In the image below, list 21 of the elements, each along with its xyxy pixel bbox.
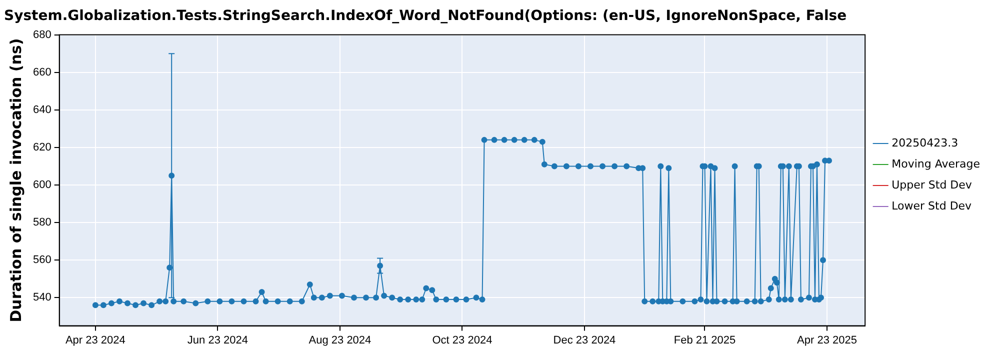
y-tick-label: 560 — [32, 254, 52, 266]
y-tick-label: 640 — [32, 104, 52, 116]
x-tick-label: Aug 23 2024 — [308, 334, 372, 346]
x-tick-label: Apr 23 2024 — [65, 334, 126, 346]
x-tick-label: Oct 23 2024 — [432, 334, 492, 346]
x-tick-label: Jun 23 2024 — [187, 334, 248, 346]
y-tick-label: 600 — [32, 179, 52, 192]
legend-label: Moving Average — [892, 157, 980, 170]
chart-title: System.Globalization.Tests.StringSearch.IndexOf_Word_NotFound(Options: (en-US, IgnoreNonSpace, False — [4, 8, 847, 24]
y-tick-label: 580 — [32, 216, 52, 229]
y-tick-label: 540 — [32, 292, 52, 304]
legend-label: Upper Std Dev — [892, 178, 972, 192]
legend-label: 20250423.3 — [892, 136, 958, 150]
y-axis-title: Duration of single invocation (ns) — [6, 38, 25, 322]
y-tick-label: 620 — [32, 141, 52, 154]
x-tick-label: Apr 23 2025 — [797, 334, 857, 346]
y-tick-label: 680 — [32, 28, 52, 41]
legend-label: Lower Std Dev — [892, 199, 972, 212]
y-tick-label: 660 — [32, 66, 52, 78]
x-tick-label: Feb 21 2025 — [674, 334, 736, 346]
x-tick-label: Dec 23 2024 — [553, 334, 616, 346]
